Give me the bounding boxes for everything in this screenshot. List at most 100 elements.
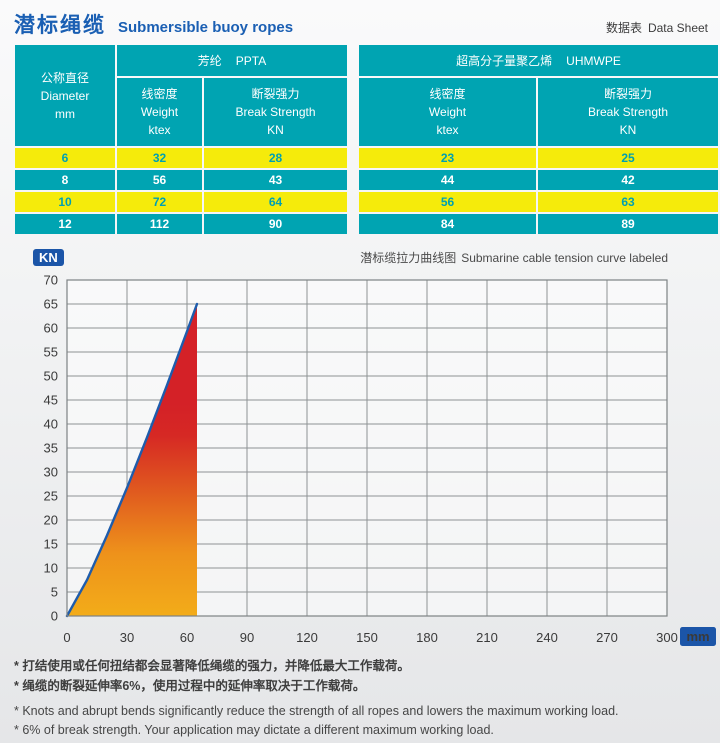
page-title-en: Submersible buoy ropes	[118, 19, 294, 36]
cell-weight: 84	[359, 214, 536, 234]
col-header-weight-en: Weight	[140, 105, 179, 119]
footnotes: * 打结使用或任何扭结都会显著降低绳缆的强力，并降低最大工作载荷。 * 绳缆的断…	[14, 656, 706, 740]
cell-weight: 44	[359, 170, 536, 190]
table-row: 8 56 43	[15, 170, 347, 190]
col-header-weight: 线密度 Weight ktex	[117, 78, 202, 146]
cell-diameter: 10	[15, 192, 115, 212]
y-tick-label: 55	[44, 345, 58, 360]
col-header-strength-unit: KN	[267, 123, 284, 137]
plot-border	[66, 279, 668, 617]
y-tick-label: 30	[44, 465, 58, 480]
table-row: 10 72 64	[15, 192, 347, 212]
x-tick-label: 180	[416, 630, 438, 645]
col-header-weight: 线密度 Weight ktex	[359, 78, 536, 146]
group-header-uhmwpe: 超高分子量聚乙烯 UHMWPE	[359, 45, 718, 76]
cell-strength: 42	[538, 170, 718, 190]
y-tick-label: 70	[44, 273, 58, 288]
cell-weight: 23	[359, 148, 536, 168]
cell-diameter: 8	[15, 170, 115, 190]
col-header-diameter-cn: 公称直径	[40, 70, 89, 85]
y-tick-label: 20	[44, 513, 58, 528]
spec-table-ppta: 公称直径 Diameter mm 芳纶 PPTA 线密度 Weight ktex …	[13, 43, 349, 236]
group-header-ppta-en: PPTA	[235, 53, 267, 68]
group-header-ppta-cn: 芳纶	[197, 53, 222, 68]
y-tick-label: 60	[44, 321, 58, 336]
col-header-weight-unit: ktex	[148, 123, 171, 137]
spec-tables: 公称直径 Diameter mm 芳纶 PPTA 线密度 Weight ktex …	[13, 43, 718, 236]
col-header-diameter-en: Diameter	[40, 88, 90, 103]
cell-weight: 56	[117, 170, 202, 190]
tension-area	[67, 304, 197, 616]
table-row: 56 63	[359, 192, 718, 212]
cell-strength: 64	[204, 192, 347, 212]
x-tick-label: 30	[120, 630, 134, 645]
group-header-uhmwpe-cn: 超高分子量聚乙烯	[456, 53, 553, 68]
x-axis-unit-badge	[680, 627, 716, 646]
group-header-uhmwpe-en: UHMWPE	[566, 53, 621, 68]
x-tick-label: 300	[656, 630, 678, 645]
table-row: 44 42	[359, 170, 718, 190]
x-tick-label: 270	[596, 630, 618, 645]
col-header-weight-unit: ktex	[436, 123, 459, 137]
group-header-ppta: 芳纶 PPTA	[117, 45, 347, 76]
cell-strength: 63	[538, 192, 718, 212]
y-tick-label: 65	[44, 297, 58, 312]
col-header-strength-en: Break Strength	[235, 105, 316, 119]
datasheet-label: 数据表 Data Sheet	[606, 19, 708, 36]
footnote: * Knots and abrupt bends significantly r…	[14, 704, 619, 718]
cell-strength: 90	[204, 214, 347, 234]
y-axis-unit-badge: KN	[33, 249, 64, 266]
x-tick-label: 150	[356, 630, 378, 645]
x-tick-label: 60	[180, 630, 194, 645]
y-tick-label: 35	[44, 441, 58, 456]
x-axis-unit-label: mm	[686, 629, 709, 644]
cell-strength: 25	[538, 148, 718, 168]
col-header-weight-cn: 线密度	[141, 87, 178, 101]
cell-strength: 28	[204, 148, 347, 168]
cell-strength: 43	[204, 170, 347, 190]
cell-diameter: 6	[15, 148, 115, 168]
cell-weight: 112	[117, 214, 202, 234]
tension-chart-svg: 0 5 10 15 20 25 30 35 40 45 50 55 60 65 70 0 30 60 90 120 15…	[44, 273, 716, 646]
table-row: 23 25	[359, 148, 718, 168]
col-header-strength-en: Break Strength	[587, 105, 669, 119]
col-header-strength-cn: 断裂强力	[251, 87, 300, 101]
footnote: * 6% of break strength. Your application…	[14, 722, 494, 737]
chart-title-en: Submarine cable tension curve labeled	[461, 251, 668, 265]
y-tick-label: 5	[51, 585, 58, 600]
chart-title: 潜标缆拉力曲线图 Submarine cable tension curve la…	[360, 249, 668, 266]
chart-header: KN 潜标缆拉力曲线图 Submarine cable tension curve…	[33, 249, 668, 266]
chart-title-cn: 潜标缆拉力曲线图	[360, 251, 457, 265]
tension-curve	[65, 302, 199, 618]
col-header-strength-unit: KN	[619, 123, 637, 137]
y-tick-label: 40	[44, 417, 58, 432]
x-tick-label: 120	[296, 630, 318, 645]
spec-table-uhmwpe: 超高分子量聚乙烯 UHMWPE 线密度 Weight ktex 断裂强力 Brea…	[357, 43, 720, 236]
page-title: 潜标绳缆 Submersible buoy ropes	[14, 9, 293, 39]
y-tick-label: 0	[51, 609, 58, 624]
cell-weight: 32	[117, 148, 202, 168]
col-header-strength: 断裂强力 Break Strength KN	[538, 78, 718, 146]
col-header-strength-cn: 断裂强力	[603, 87, 652, 101]
footnote: * 绳缆的断裂延伸率6%，使用过程中的延伸率取决于工作载荷。	[14, 679, 366, 693]
datasheet-label-cn: 数据表	[605, 21, 642, 35]
y-tick-label: 50	[44, 369, 58, 384]
y-tick-label: 25	[44, 489, 58, 504]
x-tick-label: 240	[536, 630, 558, 645]
table-row: 6 32 28	[15, 148, 347, 168]
x-tick-label: 90	[240, 630, 254, 645]
datasheet-label-en: Data Sheet	[647, 21, 708, 35]
x-tick-label: 210	[476, 630, 498, 645]
table-row: 84 89	[359, 214, 718, 234]
col-header-diameter-unit: mm	[55, 106, 75, 121]
x-tick-label: 0	[63, 630, 70, 645]
table-row: 12 112 90	[15, 214, 347, 234]
col-header-strength: 断裂强力 Break Strength KN	[204, 78, 347, 146]
y-tick-label: 10	[44, 561, 58, 576]
footnote: * 打结使用或任何扭结都会显著降低绳缆的强力，并降低最大工作载荷。	[14, 659, 410, 673]
col-header-diameter: 公称直径 Diameter mm	[15, 45, 115, 146]
col-header-weight-en: Weight	[428, 105, 467, 119]
cell-diameter: 12	[15, 214, 115, 234]
cell-strength: 89	[538, 214, 718, 234]
y-tick-label: 45	[44, 393, 58, 408]
